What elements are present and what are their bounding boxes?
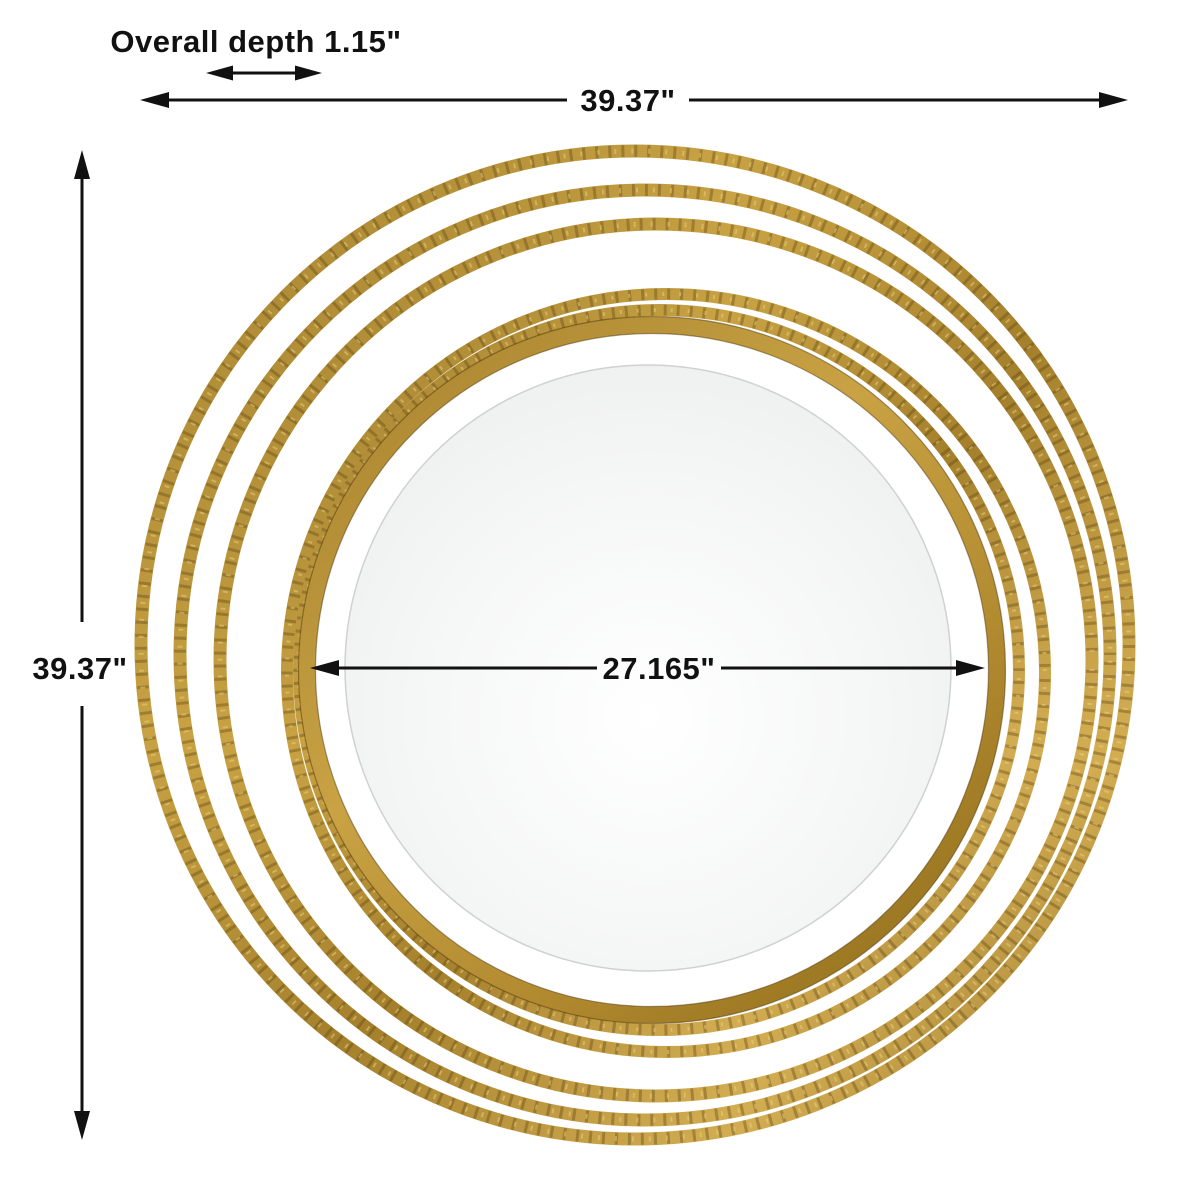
frame-band-outer-edge (297, 315, 1007, 1025)
arrowhead-left-icon (206, 65, 233, 81)
overall-height-label: 39.37" (32, 651, 127, 686)
ring-hammered-texture (281, 288, 1051, 1058)
arrowhead-right-icon (1099, 92, 1128, 108)
swirl-ring-4 (281, 288, 1051, 1058)
overall-width-label: 39.37" (580, 83, 675, 118)
frame-band-stroke (298, 316, 1006, 1024)
ring-highlight-texture (217, 221, 1095, 1099)
height-dimension: 39.37" (32, 150, 127, 1140)
swirl-ring-2 (173, 183, 1117, 1127)
arrowhead-right-icon (956, 660, 985, 676)
mirror-diameter-dimension: 27.165" (310, 651, 985, 686)
swirl-ring-3 (213, 217, 1099, 1103)
mirror-frame-band (297, 315, 1007, 1025)
ring-stroke (281, 288, 1051, 1058)
arrowhead-right-icon (295, 65, 322, 81)
depth-dimension: Overall depth 1.15" (110, 24, 401, 81)
swirl-ring-outer (134, 144, 1136, 1146)
arrowhead-left-icon (310, 660, 339, 676)
width-dimension: 39.37" (140, 83, 1128, 118)
ring-hammered-texture (174, 184, 1116, 1126)
mirror-diameter-label: 27.165" (602, 651, 715, 686)
ring-stroke (173, 183, 1117, 1127)
arrowhead-down-icon (74, 1111, 90, 1140)
frame-band-inner-edge (314, 332, 990, 1008)
ring-stroke (134, 144, 1136, 1146)
ring-hammered-texture (135, 145, 1135, 1145)
overall-depth-label: Overall depth 1.15" (110, 24, 401, 59)
